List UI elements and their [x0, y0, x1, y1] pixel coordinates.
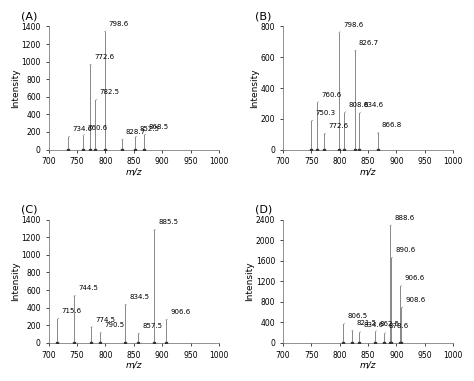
Text: (A): (A) [21, 11, 37, 21]
X-axis label: m/z: m/z [360, 168, 376, 177]
Text: 821.5: 821.5 [352, 320, 376, 331]
Text: 798.6: 798.6 [339, 22, 363, 33]
Text: 715.6: 715.6 [57, 308, 82, 319]
X-axis label: m/z: m/z [126, 361, 142, 370]
Text: 868.5: 868.5 [144, 124, 169, 135]
Text: 744.5: 744.5 [74, 285, 98, 296]
Y-axis label: Intensity: Intensity [250, 68, 259, 108]
Text: 750.3: 750.3 [311, 110, 336, 121]
Text: 828.7: 828.7 [122, 129, 146, 140]
Text: (B): (B) [255, 11, 272, 21]
Text: 906.6: 906.6 [400, 275, 425, 287]
Text: 772.6: 772.6 [324, 123, 348, 134]
Y-axis label: Intensity: Intensity [11, 68, 20, 108]
X-axis label: m/z: m/z [360, 361, 376, 370]
Text: 888.6: 888.6 [390, 215, 414, 226]
Text: 772.6: 772.6 [90, 54, 114, 65]
Text: 906.6: 906.6 [166, 309, 191, 320]
Text: 790.5: 790.5 [100, 322, 124, 333]
Text: 878.6: 878.6 [384, 323, 409, 334]
Text: 857.5: 857.5 [138, 323, 162, 334]
Text: 834.6: 834.6 [359, 102, 383, 114]
Text: 852.5: 852.5 [135, 126, 159, 137]
Text: 760.6: 760.6 [83, 125, 108, 136]
X-axis label: m/z: m/z [126, 168, 142, 177]
Text: 862.5: 862.5 [375, 321, 399, 331]
Text: 826.7: 826.7 [355, 40, 379, 51]
Y-axis label: Intensity: Intensity [246, 261, 255, 301]
Y-axis label: Intensity: Intensity [11, 261, 20, 301]
Text: 734.6: 734.6 [68, 126, 92, 137]
Text: 885.5: 885.5 [154, 219, 178, 230]
Text: (C): (C) [21, 205, 38, 215]
Text: 808.6: 808.6 [345, 102, 369, 113]
Text: 774.5: 774.5 [91, 317, 115, 327]
Text: 760.6: 760.6 [317, 92, 342, 102]
Text: 834.6: 834.6 [359, 322, 383, 333]
Text: 798.6: 798.6 [105, 21, 129, 32]
Text: 834.5: 834.5 [125, 294, 149, 305]
Text: 782.5: 782.5 [95, 90, 119, 100]
Text: 866.8: 866.8 [377, 123, 402, 133]
Text: 908.6: 908.6 [401, 297, 426, 308]
Text: 806.5: 806.5 [343, 314, 368, 324]
Text: 890.6: 890.6 [391, 247, 416, 258]
Text: (D): (D) [255, 205, 273, 215]
